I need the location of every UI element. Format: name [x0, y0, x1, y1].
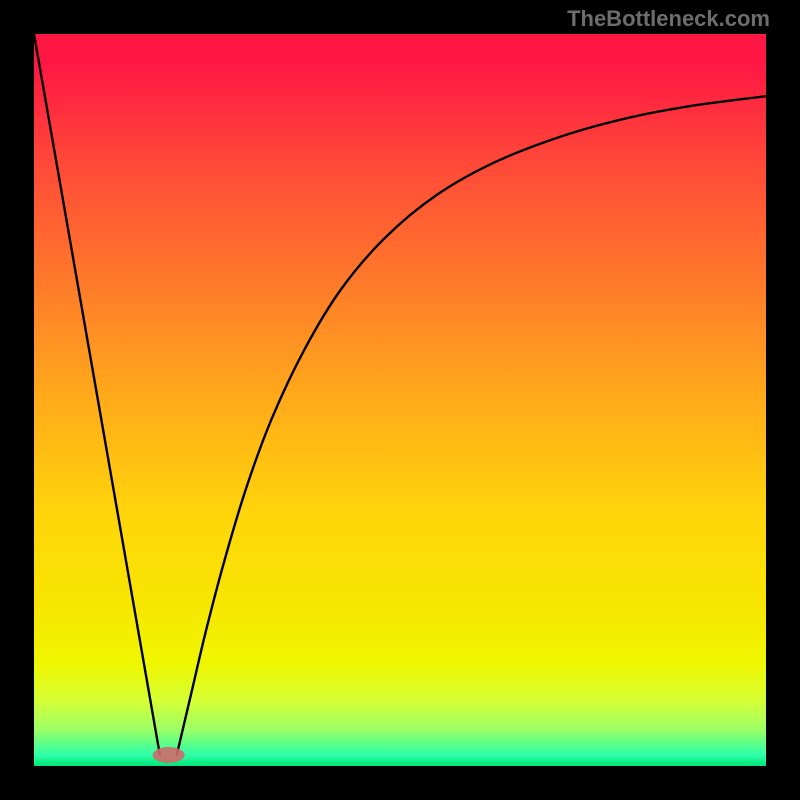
curve-right-branch [177, 96, 766, 755]
curve-overlay [34, 34, 766, 766]
dip-marker [153, 747, 185, 763]
plot-area [34, 34, 766, 766]
chart-canvas: TheBottleneck.com [0, 0, 800, 800]
watermark-text: TheBottleneck.com [567, 6, 770, 32]
curve-left-branch [34, 34, 160, 755]
